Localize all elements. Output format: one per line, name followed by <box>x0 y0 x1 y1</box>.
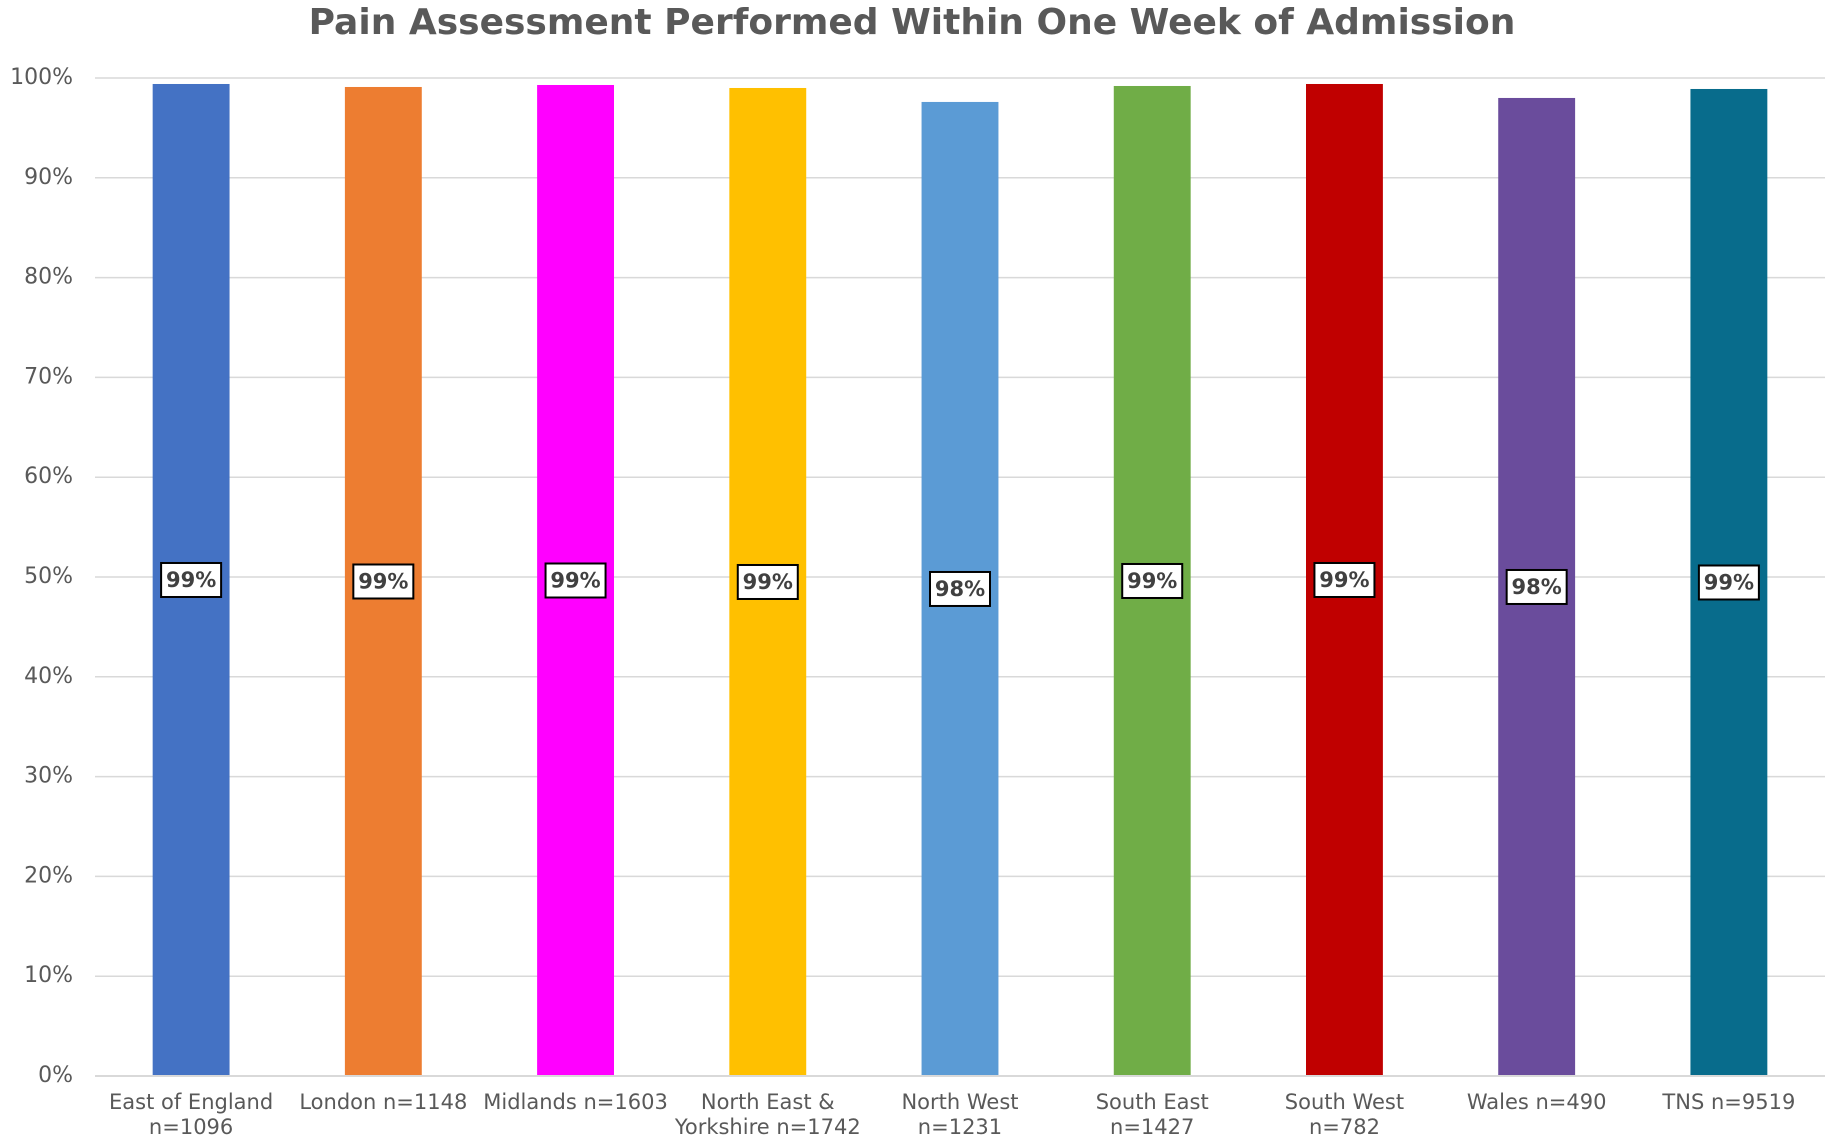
data-label: 99% <box>160 561 223 598</box>
data-label-box <box>352 563 415 600</box>
x-tick-label: London n=1148 <box>299 1090 468 1114</box>
y-tick-label: 60% <box>24 464 73 489</box>
y-tick-label: 30% <box>24 764 73 789</box>
x-tick-label: TNS n=9519 <box>1662 1090 1796 1114</box>
data-label-box <box>1313 561 1376 598</box>
data-label-text: 99% <box>550 568 600 592</box>
data-label-text: 98% <box>935 577 985 601</box>
data-label-box <box>544 562 607 599</box>
x-tick-label: North East & Yorkshire n=1742 <box>674 1090 861 1139</box>
data-label-text: 99% <box>1704 570 1754 594</box>
data-label-text: 99% <box>358 569 408 593</box>
y-tick-label: 90% <box>24 165 73 190</box>
data-label-box <box>1505 568 1568 605</box>
data-label: 98% <box>929 570 991 607</box>
y-tick-label: 10% <box>24 963 73 988</box>
data-label-text: 99% <box>1127 569 1177 593</box>
data-label: 98% <box>1505 568 1568 605</box>
x-tick-label: South East n=1427 <box>1095 1090 1209 1139</box>
x-tick-label: Midlands n=1603 <box>483 1090 668 1114</box>
x-tick-label: North West n=1231 <box>901 1090 1019 1139</box>
data-label: 99% <box>544 562 607 599</box>
data-label-text: 98% <box>1512 575 1562 599</box>
data-label-text: 99% <box>166 568 216 592</box>
data-label: 99% <box>352 563 415 600</box>
data-label-box <box>736 563 799 600</box>
data-label: 99% <box>1313 561 1376 598</box>
data-label-text: 99% <box>1319 568 1369 592</box>
data-label: 99% <box>1697 564 1760 601</box>
y-tick-label: 20% <box>24 863 73 888</box>
y-tick-label: 0% <box>38 1063 73 1088</box>
x-tick-label: Wales n=490 <box>1466 1090 1607 1114</box>
data-label: 99% <box>736 563 799 600</box>
data-label-box <box>929 570 991 607</box>
data-label-box <box>160 561 223 598</box>
y-tick-label: 80% <box>24 265 73 290</box>
x-tick-label: South West n=782 <box>1284 1090 1405 1139</box>
y-tick-label: 50% <box>24 564 73 589</box>
y-tick-label: 100% <box>10 65 73 90</box>
data-label: 99% <box>1121 562 1184 599</box>
data-label-text: 99% <box>743 570 793 594</box>
y-tick-label: 70% <box>24 364 73 389</box>
data-label-box <box>1697 564 1760 601</box>
y-tick-label: 40% <box>24 664 73 689</box>
data-label-box <box>1121 562 1184 599</box>
x-tick-label: East of England n=1096 <box>109 1090 274 1139</box>
chart-title: Pain Assessment Performed Within One Wee… <box>309 2 1516 43</box>
